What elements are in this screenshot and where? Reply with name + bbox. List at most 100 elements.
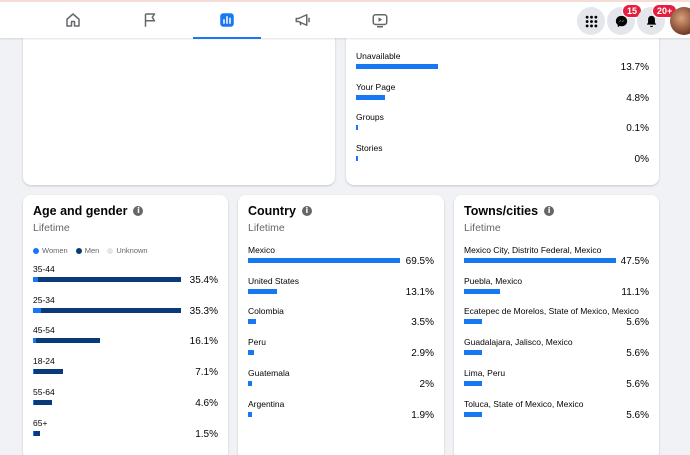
menu-button[interactable] (577, 7, 605, 35)
list-item: Toluca, State of Mexico, Mexico 5.6% (454, 399, 659, 427)
nav-tab-pages[interactable] (116, 2, 184, 38)
card-title: Country i (248, 204, 312, 218)
list-item: 35-44 35.4% (23, 264, 228, 292)
info-icon[interactable]: i (133, 206, 144, 216)
upper-left-card (23, 24, 335, 185)
discovery-row-bar (356, 125, 358, 130)
men-bar-segment (40, 307, 181, 313)
nav-tab-home[interactable] (39, 2, 107, 38)
town-row-label: Lima, Peru (464, 367, 506, 378)
list-item: 45-54 16.1% (23, 325, 228, 353)
messenger-button[interactable]: 15 (607, 4, 643, 35)
country-row-label: Mexico (248, 245, 275, 255)
nav-tab-watch[interactable] (346, 2, 414, 38)
list-item: Ecatepec de Morelos, State of Mexico, Me… (454, 306, 659, 334)
list-item: United States 13.1% (238, 276, 444, 304)
town-row-bar (464, 350, 482, 356)
women-bar-segment (33, 430, 34, 436)
country-row-percentage: 13.1% (405, 286, 434, 298)
discovery-row-percentage: 4.8% (626, 92, 649, 104)
list-item: 25-34 35.3% (23, 295, 228, 323)
women-bar-segment (33, 399, 34, 405)
nav-tab-insights[interactable] (193, 2, 261, 39)
legend-unknown: Unknown (107, 246, 148, 255)
grid-menu-icon (585, 15, 597, 27)
country-row-percentage: 3.5% (411, 317, 434, 329)
list-item: Argentina 1.9% (238, 399, 444, 427)
town-row-bar (464, 319, 482, 325)
age-row-label: 18-24 (33, 356, 55, 367)
age-gender-card: Age and gender i Lifetime Women Men Unkno… (23, 195, 228, 455)
men-bar-segment (34, 430, 40, 436)
notifications-button[interactable]: 20+ (637, 4, 678, 35)
card-subtitle: Lifetime (248, 222, 285, 234)
age-row-percentage: 35.4% (189, 275, 218, 286)
card-subtitle: Lifetime (464, 222, 501, 234)
card-title: Towns/cities i (464, 204, 555, 218)
country-row-label: Guatemala (248, 367, 290, 378)
info-icon[interactable]: i (301, 206, 312, 216)
country-row-bar (248, 380, 253, 386)
messenger-badge: 15 (622, 4, 643, 18)
legend-unknown-label: Unknown (116, 246, 148, 255)
discovery-row-percentage: 0.1% (626, 123, 649, 134)
country-card: Country i Lifetime Mexico 69.5% United Stat… (238, 195, 444, 455)
town-row-bar (464, 258, 616, 263)
age-gender-title: Age and gender (33, 204, 128, 218)
town-row-bar (464, 380, 482, 386)
messenger-icon (615, 15, 627, 27)
discovery-row-percentage: 13.7% (620, 62, 649, 73)
women-bar-segment (33, 307, 41, 313)
list-item: Unavailable 13.7% (346, 51, 659, 79)
avatar[interactable] (670, 7, 690, 35)
town-row-label: Puebla, Mexico (464, 275, 523, 286)
country-row-bar (248, 288, 277, 294)
town-row-percentage: 47.5% (620, 256, 649, 267)
card-subtitle: Lifetime (33, 222, 70, 234)
age-row-percentage: 16.1% (189, 336, 218, 348)
women-bar-segment (33, 338, 36, 344)
country-row-percentage: 2% (419, 378, 434, 390)
discovery-row-bar (356, 94, 385, 100)
town-row-percentage: 5.6% (626, 348, 649, 360)
list-item: 55-64 4.6% (23, 387, 228, 415)
age-row-label: 55-64 (33, 386, 55, 397)
town-row-percentage: 5.6% (626, 317, 649, 329)
discovery-row-label: Stories (356, 142, 383, 153)
list-item: Peru 2.9% (238, 337, 444, 365)
legend-women-label: Women (42, 246, 68, 255)
legend-women: Women (33, 246, 68, 255)
country-row-bar (248, 258, 400, 263)
list-item: Mexico 69.5% (238, 245, 444, 273)
country-row-label: Peru (248, 337, 266, 348)
legend: Women Men Unknown (33, 246, 148, 255)
list-item: 65+ 1.5% (23, 418, 228, 446)
list-item: Groups 0.1% (346, 112, 659, 140)
nav-tab-ads[interactable] (269, 2, 337, 38)
list-item: Stories 0% (346, 143, 659, 171)
age-row-label: 45-54 (33, 325, 55, 336)
towns-card: Towns/cities i Lifetime Mexico City, Dist… (454, 195, 659, 455)
video-icon (372, 14, 388, 28)
women-dot-icon (33, 248, 39, 254)
country-row-percentage: 69.5% (405, 256, 434, 267)
list-item: 18-24 7.1% (23, 356, 228, 384)
flag-icon (144, 13, 156, 27)
age-row-percentage: 4.6% (195, 397, 218, 409)
age-row-label: 65+ (33, 417, 48, 428)
list-item: Guatemala 2% (238, 368, 444, 396)
age-row-percentage: 1.5% (195, 428, 218, 440)
country-row-bar (248, 319, 256, 325)
home-icon (66, 13, 80, 27)
unknown-dot-icon (107, 248, 114, 254)
list-item: Puebla, Mexico 11.1% (454, 276, 659, 304)
insights-icon (220, 13, 234, 27)
info-icon[interactable]: i (544, 206, 555, 216)
list-item: Your Page 4.8% (346, 82, 659, 110)
discovery-row-bar (356, 64, 439, 69)
age-row-percentage: 7.1% (195, 367, 218, 379)
town-row-label: Toluca, State of Mexico, Mexico (464, 398, 584, 409)
country-row-percentage: 1.9% (411, 409, 434, 421)
age-row-percentage: 35.3% (189, 305, 218, 317)
women-bar-segment (33, 369, 35, 375)
